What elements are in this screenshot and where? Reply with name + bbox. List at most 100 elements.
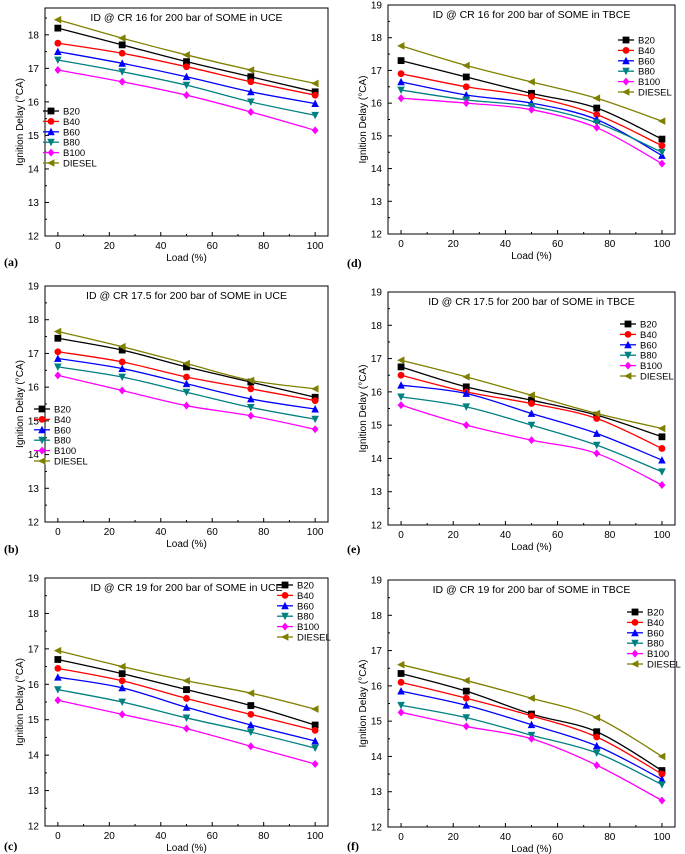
data-point-b20 — [118, 346, 126, 354]
x-tick-label: 100 — [654, 832, 671, 843]
legend-label: B80 — [640, 351, 657, 362]
data-point-diesel — [246, 376, 255, 385]
series-line-b100 — [400, 404, 663, 486]
data-point-b20 — [397, 57, 405, 65]
data-point-b20 — [183, 58, 190, 66]
data-point-b40 — [658, 445, 666, 452]
x-tick-label: 20 — [104, 241, 116, 252]
data-point-diesel — [527, 78, 535, 86]
data-point-diesel — [657, 752, 666, 761]
data-point-b100 — [397, 708, 405, 717]
x-tick-label: 40 — [500, 832, 512, 843]
x-tick-label: 40 — [155, 527, 167, 538]
data-point-b60 — [182, 703, 191, 711]
data-point-b20 — [658, 135, 666, 143]
data-point-diesel — [311, 705, 319, 713]
data-point-b40 — [247, 385, 255, 393]
legend-marker — [622, 36, 630, 44]
data-point-b40 — [54, 664, 62, 672]
panel-letter: (b) — [4, 542, 19, 556]
data-point-diesel — [462, 61, 470, 70]
legend-marker — [281, 592, 289, 599]
data-point-b80 — [592, 749, 601, 757]
chart-title: ID @ CR 17.5 for 200 bar of SOME in TBCE — [428, 296, 635, 308]
data-point-b40 — [54, 348, 62, 356]
x-tick-label: 80 — [258, 527, 270, 538]
data-point-diesel — [246, 66, 255, 74]
y-tick-label: 13 — [371, 197, 383, 208]
data-point-b60 — [592, 741, 601, 750]
data-point-b40 — [183, 373, 190, 381]
y-tick-label: 12 — [371, 521, 383, 532]
data-point-b60 — [54, 47, 62, 55]
plot-frame — [387, 291, 676, 526]
y-tick-label: 17 — [371, 646, 383, 657]
data-point-b40 — [118, 358, 126, 366]
data-point-b20 — [593, 728, 601, 736]
x-tick-label: 60 — [207, 527, 219, 538]
chart-title: ID @ CR 19 for 200 bar of SOME in TBCE — [433, 584, 631, 596]
data-point-b100 — [593, 761, 601, 770]
data-point-b60 — [592, 429, 601, 437]
x-tick-label: 60 — [552, 239, 564, 250]
x-tick-label: 20 — [104, 831, 116, 842]
data-point-b20 — [54, 334, 62, 342]
data-point-b60 — [397, 381, 405, 389]
data-point-b20 — [247, 73, 255, 81]
data-point-b60 — [54, 673, 62, 681]
legend-label: B60 — [647, 628, 664, 639]
data-point-diesel — [118, 34, 126, 42]
x-axis-label: Load (%) — [511, 844, 552, 854]
legend-label: B20 — [54, 405, 71, 416]
y-tick-label: 13 — [28, 198, 40, 209]
data-point-b80 — [397, 86, 405, 95]
data-point-b100 — [118, 710, 126, 719]
panel-letter: (c) — [4, 839, 17, 853]
data-point-b60 — [462, 389, 471, 397]
data-point-b100 — [462, 421, 470, 430]
data-point-b40 — [397, 371, 405, 379]
y-tick-label: 19 — [371, 1, 383, 12]
chart-title: ID @ CR 19 for 200 bar of SOME in UCE — [90, 582, 282, 594]
panel-letter: (a) — [4, 255, 18, 269]
x-tick-label: 100 — [307, 831, 324, 842]
data-point-b60 — [118, 59, 126, 67]
legend-marker — [622, 56, 630, 65]
data-point-b80 — [527, 421, 536, 430]
data-point-b60 — [311, 405, 319, 413]
data-point-b100 — [183, 724, 190, 733]
data-point-b40 — [528, 93, 535, 100]
data-point-b60 — [247, 87, 255, 96]
data-point-b40 — [118, 49, 126, 57]
legend-label: DIESEL — [297, 633, 331, 644]
chart-panel-4: 12 13 14 15 16 17 18 19 0 20 40 60 80 100 ID @ CR 17.5… — [347, 288, 676, 556]
data-point-b20 — [54, 24, 62, 32]
legend-marker — [38, 457, 46, 465]
data-point-b80 — [592, 119, 601, 127]
chart-panel-3: 12 13 14 15 16 17 18 19 0 20 40 60 80 100 ID @ CR 17.5… — [4, 282, 329, 556]
legend-label: B100 — [54, 446, 76, 457]
y-tick-label: 14 — [371, 164, 383, 175]
chart-title: ID @ CR 17.5 for 200 bar of SOME in UCE — [86, 290, 287, 302]
data-point-diesel — [527, 694, 535, 703]
data-point-b60 — [54, 354, 62, 362]
legend-label: B60 — [297, 601, 314, 612]
legend-marker — [38, 405, 46, 413]
data-point-b80 — [658, 468, 666, 476]
x-tick-label: 80 — [604, 530, 616, 541]
data-point-diesel — [53, 646, 62, 655]
y-tick-label: 16 — [371, 387, 383, 398]
data-point-b80 — [54, 686, 62, 694]
x-tick-label: 0 — [55, 831, 61, 842]
x-tick-label: 60 — [207, 831, 219, 842]
data-point-b100 — [658, 796, 666, 805]
data-point-diesel — [592, 94, 601, 103]
x-tick-label: 100 — [307, 241, 324, 252]
x-tick-label: 80 — [604, 239, 616, 250]
data-point-diesel — [657, 424, 666, 433]
x-tick-label: 80 — [258, 241, 270, 252]
data-point-b20 — [397, 363, 405, 371]
y-tick-label: 18 — [28, 315, 40, 326]
legend-marker — [624, 331, 632, 338]
data-point-b80 — [592, 441, 601, 450]
